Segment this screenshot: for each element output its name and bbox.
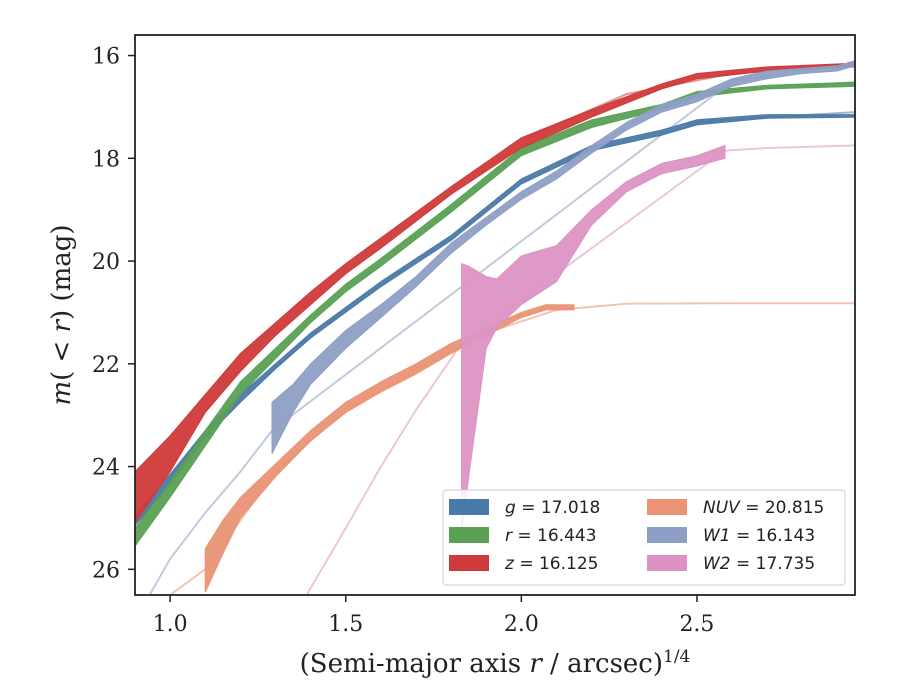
x-axis-ticks: 1.0 1.5 2.0 2.5 (153, 595, 714, 637)
legend-label-w2: W2 = 17.735 (703, 554, 815, 574)
legend-swatch-z (449, 555, 489, 571)
band-g (135, 114, 855, 527)
legend-swatch-nuv (647, 499, 687, 515)
band-r (135, 81, 855, 548)
x-tick-label: 1.0 (153, 612, 188, 637)
legend-swatch-w2 (647, 555, 687, 571)
legend-swatch-w1 (647, 527, 687, 543)
y-axis-ticks: 16 18 20 22 24 26 (92, 45, 135, 583)
legend-label-w1: W1 = 16.143 (703, 526, 815, 546)
x-tick-label: 1.5 (328, 612, 363, 637)
x-tick-label: 2.5 (679, 612, 714, 637)
y-tick-label: 22 (92, 353, 120, 378)
legend-label-nuv: NUV = 20.815 (703, 498, 824, 518)
legend-label-g: g = 17.018 (505, 498, 600, 518)
y-axis-label-lt: < (47, 332, 77, 370)
plot-area (135, 60, 855, 595)
band-nuv (204, 304, 575, 593)
x-axis-label: (Semi-major axis r / arcsec)1/4 (300, 647, 691, 679)
y-tick-label: 26 (92, 558, 120, 583)
y-axis-label-paren: ( (47, 371, 77, 381)
y-axis-label-var-r: r (47, 318, 77, 332)
y-tick-label: 16 (92, 45, 120, 70)
x-axis-label-exponent: 1/4 (663, 647, 690, 667)
y-tick-label: 24 (92, 456, 120, 481)
y-axis-label-post: ) (mag) (47, 224, 77, 320)
x-axis-label-pre: (Semi-major axis (300, 649, 530, 679)
legend-label-z: z = 16.125 (504, 554, 598, 574)
y-axis-label: m( < r) (mag) (47, 224, 77, 405)
band-w1 (271, 60, 855, 454)
model-line-w2 (305, 144, 855, 595)
x-tick-label: 2.0 (504, 612, 539, 637)
y-axis-label-var-m: m (47, 381, 77, 406)
legend-swatch-r (449, 527, 489, 543)
x-axis-label-post: / arcsec) (542, 649, 663, 679)
legend-frame (442, 489, 846, 586)
y-tick-label: 20 (92, 250, 120, 275)
band-z (135, 62, 855, 524)
plot-frame (134, 34, 856, 596)
y-tick-label: 18 (92, 147, 120, 172)
band-w2 (461, 144, 726, 536)
data-bands (135, 60, 855, 593)
legend: g = 17.018 NUV = 20.815 r = 16.443 W1 = 16.… (442, 489, 846, 586)
x-axis-label-var: r (529, 649, 543, 679)
legend-label-r: r = 16.443 (505, 526, 597, 546)
legend-swatch-g (449, 499, 489, 515)
